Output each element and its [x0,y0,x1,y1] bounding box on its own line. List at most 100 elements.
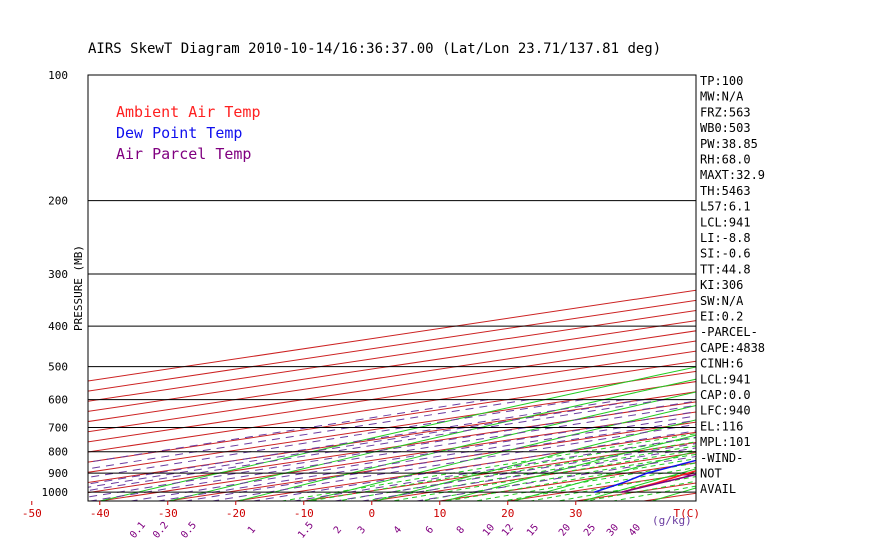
mixing-ratio-line [88,399,665,492]
index-entry: SI:-0.6 [700,247,751,261]
chart-title: AIRS SkewT Diagram 2010-10-14/16:36:37.0… [88,41,661,57]
mixing-ratio-line [253,430,696,501]
mixing-ratio-label: 40 [627,522,643,538]
mixing-ratio-label: 10 [481,522,497,538]
index-entry: L57:6.1 [700,200,751,214]
mixing-ratio-unit-label: (g/kg) [652,514,692,527]
pressure-tick-label: 700 [48,422,68,435]
pressure-tick-label: 100 [48,69,68,82]
moist-adiabat-line [337,441,696,501]
isotherm-line [88,340,696,433]
mixing-ratio-line [416,456,696,501]
index-entry: LI:-8.8 [700,231,751,245]
index-entry: SW:N/A [700,294,744,308]
index-entry: RH:68.0 [700,153,751,167]
bottom-temp-tick-label: -50 [22,507,42,520]
isotherm-line [371,452,696,501]
moist-adiabat-line [309,437,696,501]
index-entry: LFC:940 [700,404,751,418]
bottom-temp-tick-label: 0 [368,507,375,520]
mixing-ratio-label: 15 [525,522,541,538]
moist-adiabat-line [392,449,696,501]
moist-adiabat-line [503,466,696,501]
mixing-ratio-label: 0.5 [179,520,199,541]
dry-adiabat-line [307,405,696,501]
mixing-ratio-label: 12 [500,522,516,538]
dry-adiabat-line [859,75,870,501]
mixing-ratio-label: 6 [424,525,436,537]
mixing-ratio-label: 8 [455,525,467,537]
dry-adiabat-line [651,487,696,501]
mixing-ratio-label: 0.1 [128,520,148,541]
isotherm-line [88,370,696,463]
isotherm-line [88,401,696,494]
mixing-ratio-label: 2 [332,525,344,537]
index-entry: TH:5463 [700,184,751,198]
bottom-temp-tick-label: 30 [569,507,582,520]
mixing-ratio-line [212,423,696,501]
isotherm-line [88,391,696,483]
bottom-temp-tick-label: -20 [226,507,246,520]
index-entry: NOT [700,467,722,481]
index-entry: CINH:6 [700,357,743,371]
index-entry: TT:44.8 [700,262,751,276]
plot-frame [87,74,697,502]
isotherm-line [99,411,696,501]
mixing-ratio-line [88,399,584,478]
mixing-ratio-line [362,447,696,501]
mixing-ratio-label: 4 [392,525,404,537]
mixing-ratio-line [90,404,696,501]
moist-adiabat-line [558,476,696,501]
index-entry: WB0:503 [700,121,751,135]
mixing-ratio-line [88,400,696,498]
index-entry: EL:116 [700,419,743,433]
dry-adiabat-line [513,450,696,501]
grid-layer [88,75,870,501]
dry-adiabat-line [582,468,696,501]
pressure-tick-label: 900 [48,467,68,480]
index-entry: MAXT:32.9 [700,168,765,182]
bottom-temp-tick-label: 10 [433,507,446,520]
bottom-temp-tick-label: 20 [501,507,514,520]
mixing-ratio-label: 25 [582,522,598,538]
dry-adiabat-line [169,378,696,501]
isotherm-line [88,360,696,453]
index-entry: MW:N/A [700,90,744,104]
index-entry: AVAIL [700,482,736,496]
cape-hatch-layer [640,474,694,488]
mixing-ratio-line [294,436,696,501]
isotherm-line [235,431,696,501]
pressure-tick-label: 600 [48,394,68,407]
dry-adiabat-line [238,391,696,501]
dry-adiabat-line [444,434,696,501]
mixing-ratio-label: 20 [557,522,573,538]
index-entry: TP:100 [700,74,743,88]
mixing-ratio-line [131,411,696,501]
legend: Ambient Air Temp Dew Point Temp Air Parcel… [116,103,261,163]
legend-entry: Ambient Air Temp [116,103,261,121]
dry-adiabat-line [100,366,696,501]
moist-adiabat-line [365,445,696,501]
dry-adiabat-line [376,419,696,501]
legend-entry: Air Parcel Temp [116,145,251,163]
dry-adiabat-line [790,75,870,501]
pressure-tick-label: 400 [48,320,68,333]
index-entry: -PARCEL- [700,325,758,339]
index-entry: KI:306 [700,278,743,292]
pressure-tick-label: 200 [48,195,68,208]
mixing-ratio-label: 3 [356,525,368,537]
pressure-tick-label: 800 [48,446,68,459]
mixing-ratio-label: 1.5 [296,520,316,541]
dewpoint-profile-line [593,459,696,493]
index-entry: EI:0.2 [700,310,743,324]
bottom-temp-tick-label: -40 [90,507,110,520]
pressure-tick-label: 300 [48,268,68,281]
mixing-ratio-line [335,443,696,501]
mixing-ratio-line [88,399,489,463]
pressure-tick-label: 1000 [42,486,69,499]
mixing-ratio-line [158,415,696,501]
mixing-ratio-line [185,419,696,501]
index-entry: LCL:941 [700,372,751,386]
isotherm-line [167,421,696,501]
